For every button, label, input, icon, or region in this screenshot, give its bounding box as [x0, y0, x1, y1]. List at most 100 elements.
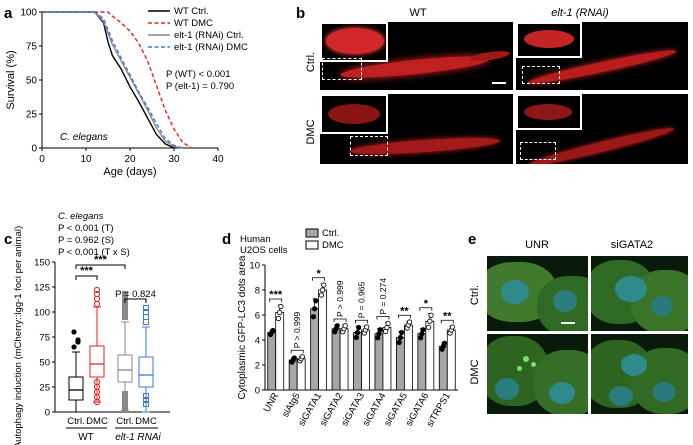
- outlier-point: [143, 397, 149, 403]
- zoom-region-box: [350, 136, 388, 156]
- bar-0-6: [395, 337, 405, 391]
- significance-label: P > 0.999: [292, 312, 302, 349]
- group-label-wt: WT: [78, 432, 94, 443]
- data-point: [398, 329, 405, 336]
- legend-label-2: elt-1 (RNAi) Ctrl.: [174, 30, 244, 41]
- zoom-region-box: [522, 66, 560, 84]
- data-point: [364, 324, 370, 330]
- x-category-label: DMC: [135, 416, 157, 427]
- data-point: [426, 324, 432, 330]
- data-point: [385, 320, 391, 327]
- significance-label: P = 0.965: [357, 282, 367, 319]
- data-point: [312, 306, 318, 312]
- data-point: [356, 324, 362, 331]
- outlier-point: [93, 300, 101, 308]
- y-axis-label: Survival (%): [5, 50, 17, 109]
- data-point: [318, 292, 325, 298]
- significance-label: ***: [269, 289, 283, 301]
- bar-0-3: [331, 328, 341, 391]
- group-label-elt1: elt-1 RNAi: [115, 432, 161, 443]
- panel-b-col-wt: WT: [409, 7, 426, 19]
- data-point: [354, 329, 361, 336]
- bar-0-5: [374, 333, 384, 391]
- box-1: [89, 345, 105, 378]
- significance-label: **: [443, 310, 452, 322]
- panel-b-col-elt1: elt-1 (RNAi): [551, 7, 609, 19]
- outlier-point: [143, 401, 149, 407]
- data-point: [420, 327, 426, 333]
- data-point: [441, 340, 448, 346]
- data-point: [353, 334, 359, 341]
- outlier-point: [122, 391, 128, 397]
- stats-line-3: P < 0.001 (T x S): [58, 247, 130, 258]
- bar-1-0: [275, 312, 285, 391]
- panel-b-row-dmc: DMC: [305, 119, 317, 144]
- outlier-point: [143, 305, 149, 311]
- series-line-0: [42, 11, 175, 149]
- outlier-point: [143, 393, 149, 399]
- x-category-label: UNR: [261, 391, 281, 414]
- legend-label-0: Ctrl.: [322, 228, 339, 239]
- outlier-point: [143, 319, 149, 325]
- significance-bracket: [355, 319, 368, 324]
- x-tick-label: 30: [168, 154, 180, 165]
- micrograph-sigata2-dmc: [591, 334, 688, 414]
- bar-0-1: [288, 359, 298, 391]
- stats-line-1: P < 0.001 (T): [58, 223, 114, 234]
- series-line-2: [42, 11, 183, 149]
- outlier-point: [122, 314, 128, 320]
- micrograph-elt1-ctrl: [516, 22, 688, 90]
- outlier-point: [71, 329, 77, 335]
- zoom-region-box: [322, 58, 362, 80]
- bar-1-7: [425, 320, 435, 391]
- significance-bracket: [269, 298, 283, 302]
- y-tick-label: 6: [255, 311, 260, 322]
- micrograph-wt-dmc: [320, 94, 513, 164]
- y-axis-label: Cytoplasmic GFP-LC3 dots area: [237, 255, 248, 399]
- panel-e-row-dmc: DMC: [469, 359, 481, 384]
- bar-1-2: [318, 289, 328, 391]
- y-tick-label: 4: [255, 336, 260, 347]
- data-point: [397, 334, 403, 341]
- p-value-0: P (WT) < 0.001: [166, 69, 231, 80]
- y-tick-label: 50: [26, 76, 38, 87]
- outlier-point: [93, 286, 101, 294]
- y-tick-label: 0: [31, 144, 37, 155]
- significance-label-1: ***: [94, 254, 108, 266]
- significance-label: *: [424, 298, 429, 310]
- bar-0-2: [310, 308, 320, 391]
- bar-0-0: [267, 332, 277, 391]
- bar-1-3: [339, 328, 349, 391]
- bar-1-4: [361, 329, 370, 391]
- panel-e-col-unr: UNR: [525, 239, 549, 251]
- p-value-1: P (elt-1) = 0.790: [166, 81, 234, 92]
- x-axis-label: Age (days): [103, 166, 156, 178]
- significance-bracket: [312, 277, 326, 281]
- panel-c-box-chart: 0 25 50 75 100 125 150 Autophagy induction (mCh…: [13, 211, 170, 445]
- outlier-point: [75, 339, 81, 345]
- micrograph-unr-dmc: [487, 334, 588, 414]
- legend-label-3: elt-1 (RNAi) DMC: [174, 42, 248, 53]
- y-tick-label: 0: [255, 386, 260, 397]
- inset-box: [516, 94, 582, 130]
- panel-letter-a: a: [4, 5, 13, 22]
- panel-letter-e: e: [468, 231, 476, 248]
- legend-label-0: WT Ctrl.: [174, 6, 209, 17]
- x-category-label: Ctrl.: [67, 416, 84, 427]
- x-category-label: Ctrl.: [116, 416, 133, 427]
- y-tick-label: 125: [34, 283, 50, 294]
- data-point: [313, 298, 319, 304]
- significance-label-0: ***: [80, 265, 94, 277]
- inset-box: [320, 94, 388, 134]
- significance-bracket: [440, 319, 454, 324]
- outlier-point: [71, 344, 77, 350]
- panel-a-survival-chart: 0 10 20 30 40 0 25 50 75 100 Age (days) Survival (%…: [5, 6, 248, 178]
- data-point: [334, 323, 340, 329]
- x-tick-label: 0: [39, 154, 45, 165]
- y-tick-label: 8: [255, 286, 260, 297]
- y-tick-label: 75: [26, 42, 38, 53]
- data-point: [377, 327, 383, 333]
- bar-1-1: [296, 358, 306, 391]
- data-point: [291, 355, 297, 361]
